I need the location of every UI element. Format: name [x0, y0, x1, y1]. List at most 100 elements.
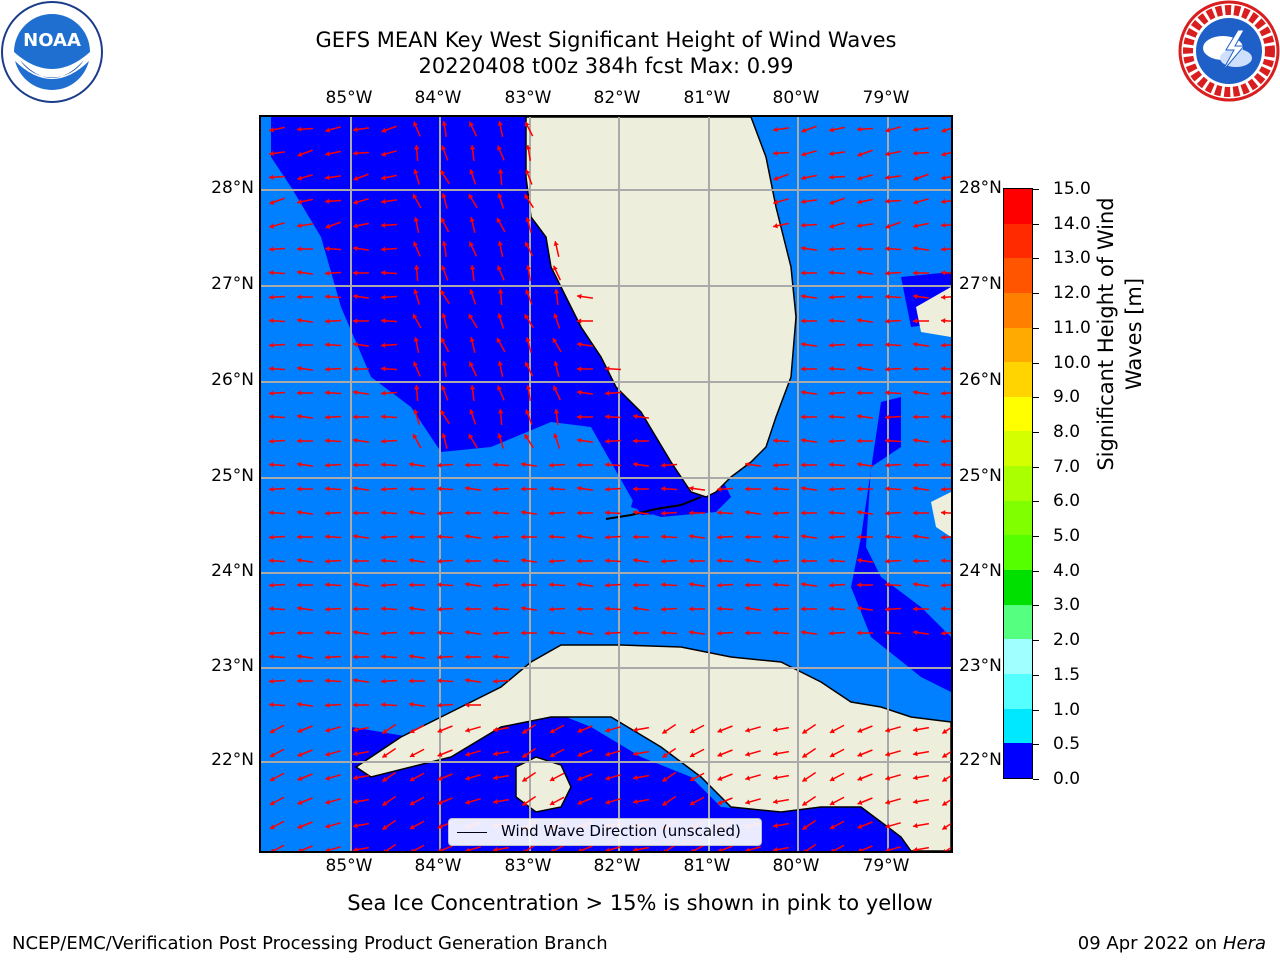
wind-wave-arrow — [436, 630, 454, 636]
wind-wave-arrow — [689, 748, 705, 758]
footer-host: Hera — [1222, 933, 1266, 954]
wind-wave-arrow — [324, 270, 342, 276]
wind-wave-arrow — [465, 606, 481, 612]
wind-wave-arrow — [324, 582, 342, 588]
wind-wave-arrow — [857, 246, 873, 252]
wind-wave-arrow — [829, 222, 845, 229]
wind-wave-arrow — [857, 797, 873, 805]
wind-wave-arrow — [413, 121, 421, 137]
wind-wave-arrow — [353, 606, 369, 612]
wind-wave-arrow — [800, 293, 818, 300]
wind-wave-arrow — [436, 606, 454, 612]
wind-wave-arrow — [409, 534, 425, 540]
wind-wave-arrow — [913, 462, 929, 468]
wind-wave-arrow — [828, 510, 846, 516]
wind-wave-arrow — [324, 678, 342, 684]
wind-wave-arrow — [492, 726, 510, 733]
wind-wave-arrow — [800, 341, 818, 348]
wind-wave-arrow — [325, 726, 341, 733]
wind-wave-arrow — [553, 241, 560, 257]
wind-wave-arrow — [717, 725, 733, 733]
wind-wave-arrow — [297, 486, 313, 492]
wind-wave-arrow — [521, 630, 537, 636]
wind-wave-arrow — [940, 558, 951, 564]
wind-wave-arrow — [660, 558, 678, 564]
wind-wave-arrow — [296, 509, 314, 516]
wind-wave-arrow — [801, 819, 817, 831]
wind-wave-arrow — [604, 414, 622, 420]
wind-wave-arrow — [324, 654, 342, 660]
wind-wave-arrow — [352, 798, 370, 805]
wind-wave-arrow — [829, 724, 845, 734]
wind-wave-arrow — [296, 317, 314, 324]
wind-wave-arrow — [268, 606, 286, 612]
wind-wave-arrow — [690, 844, 705, 851]
wind-wave-arrow — [912, 750, 930, 757]
wind-wave-arrow — [552, 265, 562, 281]
wind-wave-arrow — [913, 222, 929, 229]
wind-wave-arrow — [549, 724, 565, 734]
wind-wave-arrow — [576, 389, 594, 396]
wind-wave-arrow — [324, 534, 342, 540]
wind-wave-arrow — [269, 772, 285, 782]
wind-wave-arrow — [413, 337, 420, 353]
wind-wave-arrow — [772, 774, 790, 781]
wind-wave-arrow — [801, 174, 817, 181]
wind-wave-arrow — [912, 629, 930, 636]
colorbar-bin — [1004, 362, 1032, 397]
wind-wave-arrow — [884, 462, 902, 468]
colorbar-bin — [1004, 327, 1032, 363]
wind-wave-arrow — [524, 193, 534, 209]
wind-wave-arrow — [885, 126, 901, 133]
wind-wave-arrow — [829, 772, 845, 782]
wind-wave-arrow — [413, 169, 421, 185]
wind-wave-arrow — [632, 726, 650, 733]
wind-wave-arrow — [497, 193, 505, 209]
colorbar-label: Significant Height of Wind Waves [m] — [1092, 184, 1152, 484]
wind-wave-arrow — [940, 342, 951, 348]
wind-wave-arrow — [413, 241, 421, 257]
wind-wave-arrow — [296, 653, 314, 660]
wind-wave-arrow — [324, 294, 342, 300]
wind-wave-arrow — [437, 797, 453, 805]
wind-wave-arrow — [800, 581, 818, 588]
colorbar-bin — [1004, 500, 1032, 536]
wind-wave-arrow — [297, 342, 313, 348]
colorbar-tick: 10.0 — [1053, 352, 1091, 373]
wind-wave-arrow — [548, 582, 566, 588]
wind-wave-arrow — [496, 217, 506, 233]
wind-wave-arrow — [492, 798, 510, 805]
wind-wave-arrow — [408, 605, 426, 612]
wind-wave-arrow — [773, 222, 789, 229]
top-lon-tick: 79°W — [862, 88, 910, 108]
wind-wave-arrow — [800, 437, 818, 444]
wind-wave-arrow — [577, 606, 593, 612]
wind-wave-arrow — [912, 822, 930, 829]
wind-wave-arrow — [380, 414, 398, 420]
wind-wave-arrow — [577, 773, 593, 781]
wind-wave-arrow — [520, 509, 538, 516]
wind-wave-arrow — [268, 558, 286, 564]
wind-wave-arrow — [828, 366, 846, 372]
wind-wave-arrow — [940, 246, 951, 252]
wind-wave-arrow — [441, 313, 448, 329]
bahamas-land-north — [916, 287, 951, 337]
colorbar-tick: 0.5 — [1053, 734, 1081, 755]
wind-wave-arrow — [413, 217, 420, 233]
wind-wave-arrow — [576, 533, 594, 540]
wind-wave-arrow — [520, 605, 538, 612]
colorbar-bin — [1004, 604, 1032, 640]
wind-wave-arrow — [828, 294, 846, 300]
wind-wave-arrow — [408, 653, 426, 660]
wind-wave-arrow — [548, 558, 566, 564]
wind-wave-arrow — [548, 510, 566, 516]
wind-wave-arrow — [578, 845, 593, 851]
wind-wave-arrow — [436, 486, 454, 492]
wind-wave-arrow — [324, 246, 342, 252]
wind-wave-arrow — [884, 582, 902, 588]
wind-wave-arrow — [856, 222, 874, 229]
wind-wave-arrow — [745, 846, 761, 851]
wind-wave-arrow — [632, 557, 650, 564]
wind-wave-arrow — [549, 796, 565, 806]
wind-wave-arrow — [688, 485, 706, 492]
